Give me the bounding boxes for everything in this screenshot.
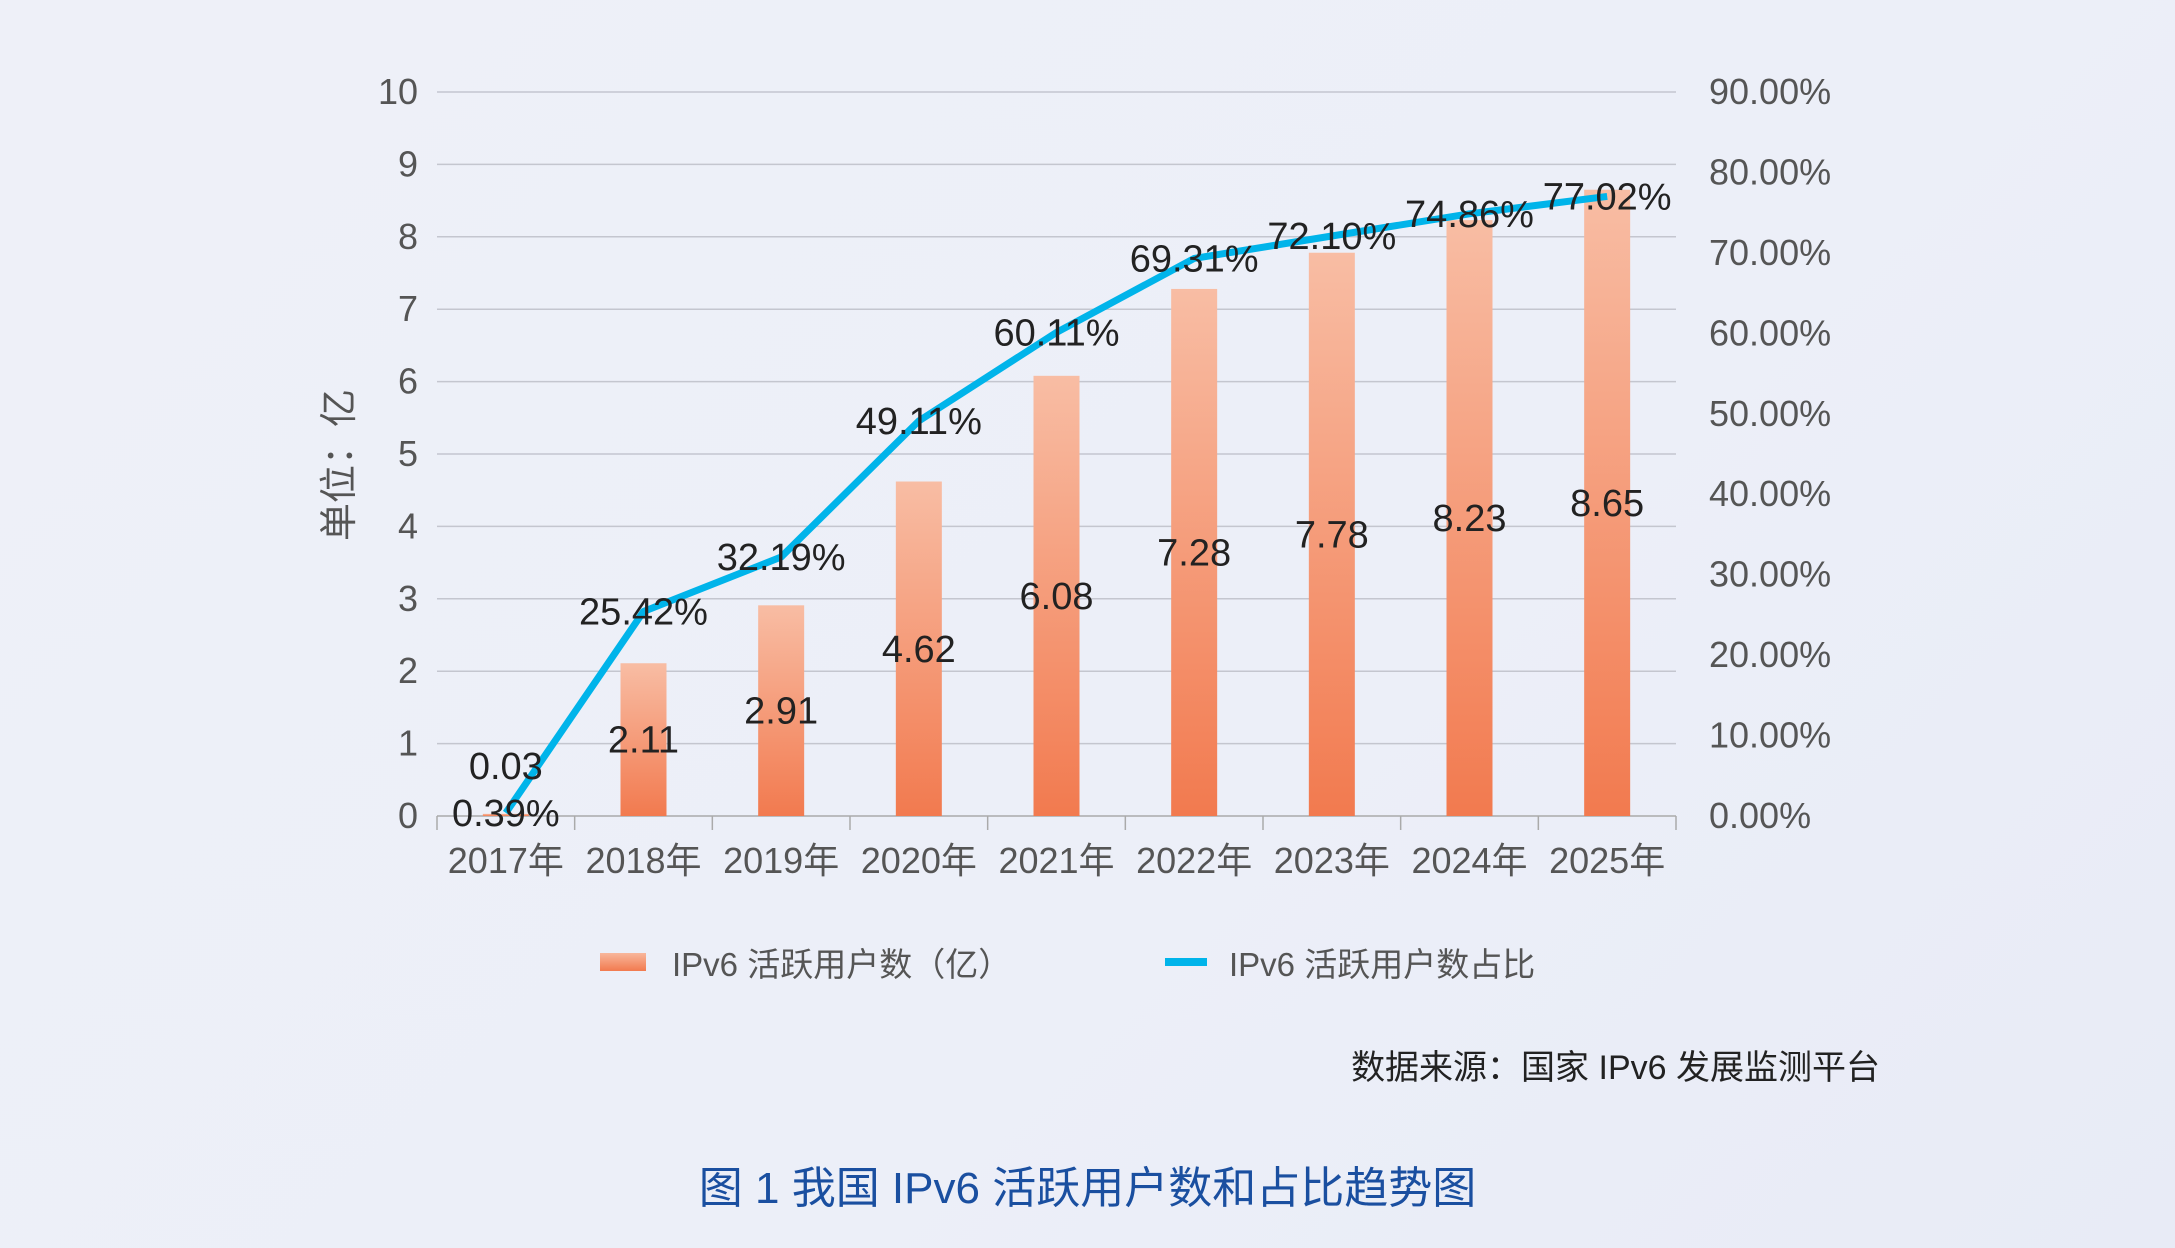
- legend-label: IPv6 活跃用户数占比: [1229, 946, 1536, 983]
- y2-tick-label: 70.00%: [1709, 232, 1831, 273]
- bar-value-label: 0.03: [469, 746, 543, 788]
- bar: [1033, 375, 1080, 816]
- bar-value-label: 2.91: [744, 691, 818, 733]
- legend-item-line: IPv6 活跃用户数占比: [1165, 938, 1535, 986]
- x-tick-label: 2021年: [998, 840, 1114, 881]
- x-tick-label: 2022年: [1136, 840, 1252, 881]
- x-tick-label: 2020年: [861, 840, 977, 881]
- y-tick-label: 10: [378, 71, 418, 112]
- y-tick-label: 7: [398, 288, 418, 329]
- y-tick-label: 8: [398, 216, 418, 257]
- legend-label: IPv6 活跃用户数（亿）: [672, 946, 1012, 983]
- y2-tick-label: 0.00%: [1709, 795, 1811, 836]
- y-tick-label: 0: [398, 795, 418, 836]
- line-value-label: 0.39%: [452, 793, 560, 835]
- bar: [1446, 220, 1493, 816]
- line-value-label: 72.10%: [1267, 216, 1396, 258]
- x-tick-label: 2018年: [585, 840, 701, 881]
- y-tick-label: 2: [398, 650, 418, 691]
- y2-tick-label: 90.00%: [1709, 71, 1831, 112]
- x-tick-label: 2023年: [1274, 840, 1390, 881]
- y2-tick-label: 80.00%: [1709, 151, 1831, 192]
- x-tick-label: 2025年: [1549, 840, 1665, 881]
- bar: [1308, 252, 1355, 816]
- line-value-label: 74.86%: [1405, 194, 1534, 236]
- x-tick-label: 2019年: [723, 840, 839, 881]
- data-source: 数据来源：国家 IPv6 发展监测平台: [1351, 1049, 1880, 1087]
- chart: 0 1 2 3 4 5 6 7 8 9 10 0.00% 10.00% 20.00% 30.00% 40.00…: [319, 71, 1831, 881]
- y2-tick-label: 30.00%: [1709, 554, 1831, 595]
- y-tick-label: 3: [398, 578, 418, 619]
- line-value-label: 77.02%: [1543, 176, 1672, 218]
- y-tick-label: 6: [398, 361, 418, 402]
- chart-title: 图 1 我国 IPv6 活跃用户数和占比趋势图: [698, 1164, 1477, 1213]
- bar: [1171, 288, 1218, 817]
- bar: [758, 605, 805, 816]
- y2-tick-label: 20.00%: [1709, 634, 1831, 675]
- y2-tick-label: 10.00%: [1709, 715, 1831, 756]
- bar-value-label: 8.65: [1570, 483, 1644, 525]
- y-tick-label: 5: [398, 433, 418, 474]
- y-tick-label: 1: [398, 723, 418, 764]
- line-value-label: 69.31%: [1130, 238, 1259, 280]
- y2-tick-label: 60.00%: [1709, 312, 1831, 353]
- bar: [482, 813, 529, 816]
- y-axis-title: 单位：亿: [319, 389, 361, 541]
- bar-value-label: 2.11: [608, 720, 679, 762]
- y2-tick-label: 50.00%: [1709, 393, 1831, 434]
- legend-bar-swatch: [600, 953, 646, 971]
- bar-value-label: 6.08: [1020, 576, 1094, 618]
- line-value-label: 32.19%: [717, 537, 846, 579]
- line-value-label: 25.42%: [579, 592, 708, 634]
- bar-value-label: 7.78: [1295, 514, 1369, 556]
- y2-tick-label: 40.00%: [1709, 473, 1831, 514]
- bar-value-label: 7.28: [1157, 532, 1231, 574]
- bar-value-label: 8.23: [1433, 498, 1507, 540]
- line-value-label: 49.11%: [856, 401, 982, 443]
- y-tick-label: 9: [398, 143, 418, 184]
- bar: [895, 481, 942, 816]
- line-value-label: 60.11%: [993, 312, 1119, 354]
- y-tick-label: 4: [398, 505, 418, 546]
- legend-item-bar: IPv6 活跃用户数（亿）: [600, 938, 1011, 986]
- legend-line-swatch: [1165, 958, 1207, 966]
- x-tick-label: 2024年: [1411, 840, 1527, 881]
- bar: [620, 663, 667, 816]
- x-tick-label: 2017年: [448, 840, 564, 881]
- bar: [1584, 189, 1631, 817]
- bar-value-label: 4.62: [882, 629, 956, 671]
